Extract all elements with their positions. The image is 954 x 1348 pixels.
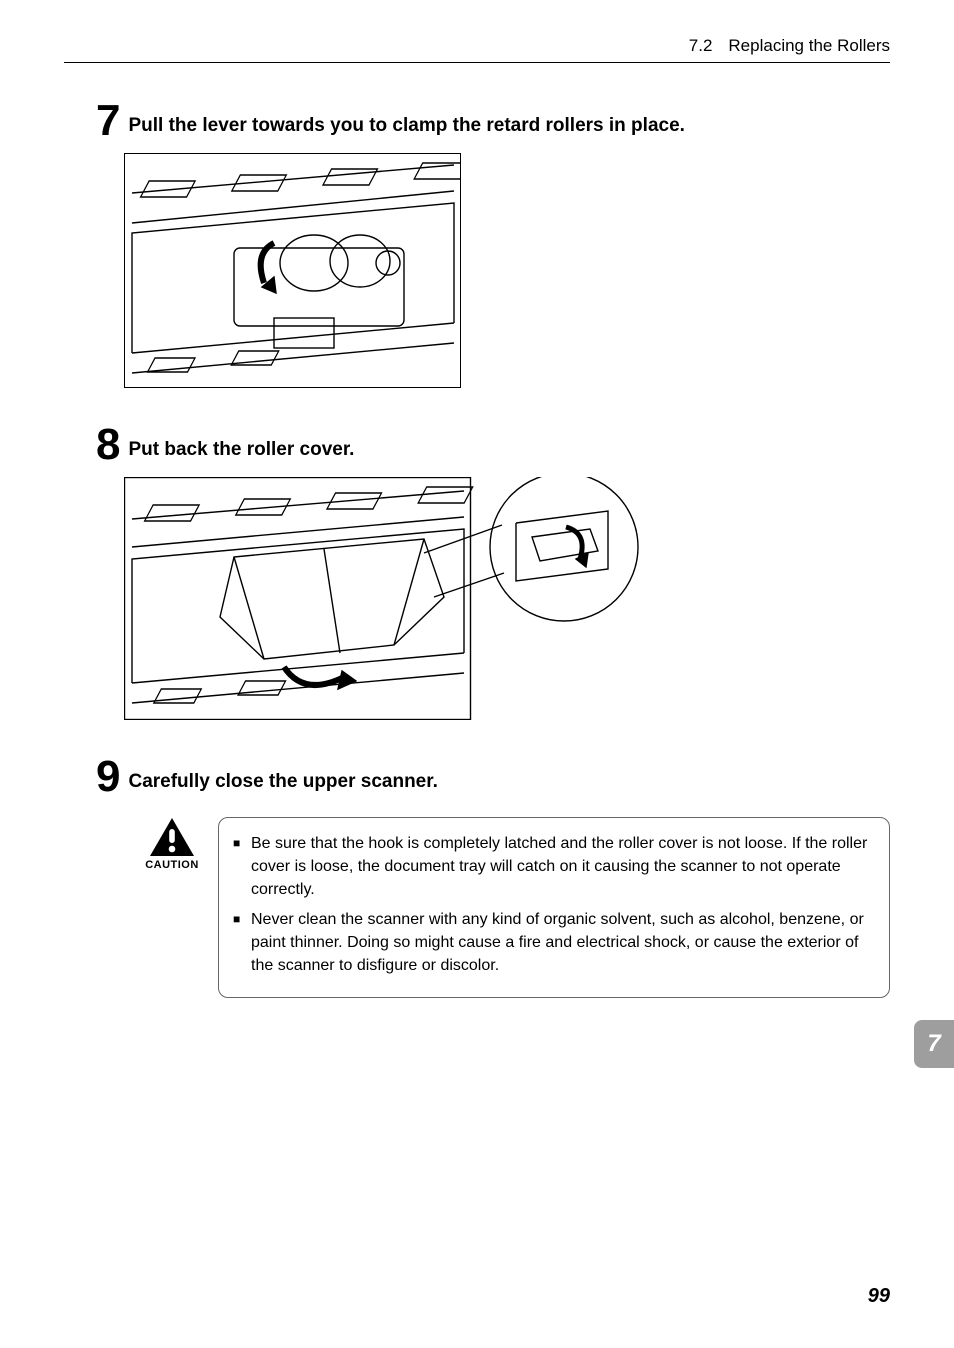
caution-icon-group: CAUTION	[144, 817, 200, 871]
roller-cover-illustration	[124, 477, 644, 720]
page: 7.2 Replacing the Rollers 7 Pull the lev…	[0, 0, 954, 1348]
caution-block: CAUTION Be sure that the hook is complet…	[144, 817, 890, 998]
caution-box: Be sure that the hook is completely latc…	[218, 817, 890, 998]
step-text: Pull the lever towards you to clamp the …	[128, 115, 684, 143]
chapter-tab: 7	[914, 1020, 954, 1068]
roller-lever-illustration	[124, 153, 461, 388]
caution-item: Never clean the scanner with any kind of…	[233, 908, 871, 978]
page-header: 7.2 Replacing the Rollers	[64, 36, 890, 56]
step-text: Carefully close the upper scanner.	[128, 771, 437, 799]
step-7-figure	[124, 153, 890, 393]
chapter-tab-number: 7	[927, 1030, 940, 1058]
section-number: 7.2	[689, 36, 713, 56]
caution-icon	[149, 817, 195, 857]
caution-label: CAUTION	[145, 859, 199, 871]
step-text: Put back the roller cover.	[128, 439, 354, 467]
caution-item: Be sure that the hook is completely latc…	[233, 832, 871, 902]
header-rule	[64, 62, 890, 63]
step-8-figure	[124, 477, 890, 725]
step-7: 7 Pull the lever towards you to clamp th…	[96, 99, 890, 143]
page-number: 99	[868, 1285, 890, 1308]
step-9: 9 Carefully close the upper scanner.	[96, 755, 890, 799]
section-title: Replacing the Rollers	[728, 36, 890, 56]
step-8: 8 Put back the roller cover.	[96, 423, 890, 467]
step-number: 8	[96, 423, 120, 467]
step-number: 7	[96, 99, 120, 143]
step-number: 9	[96, 755, 120, 799]
